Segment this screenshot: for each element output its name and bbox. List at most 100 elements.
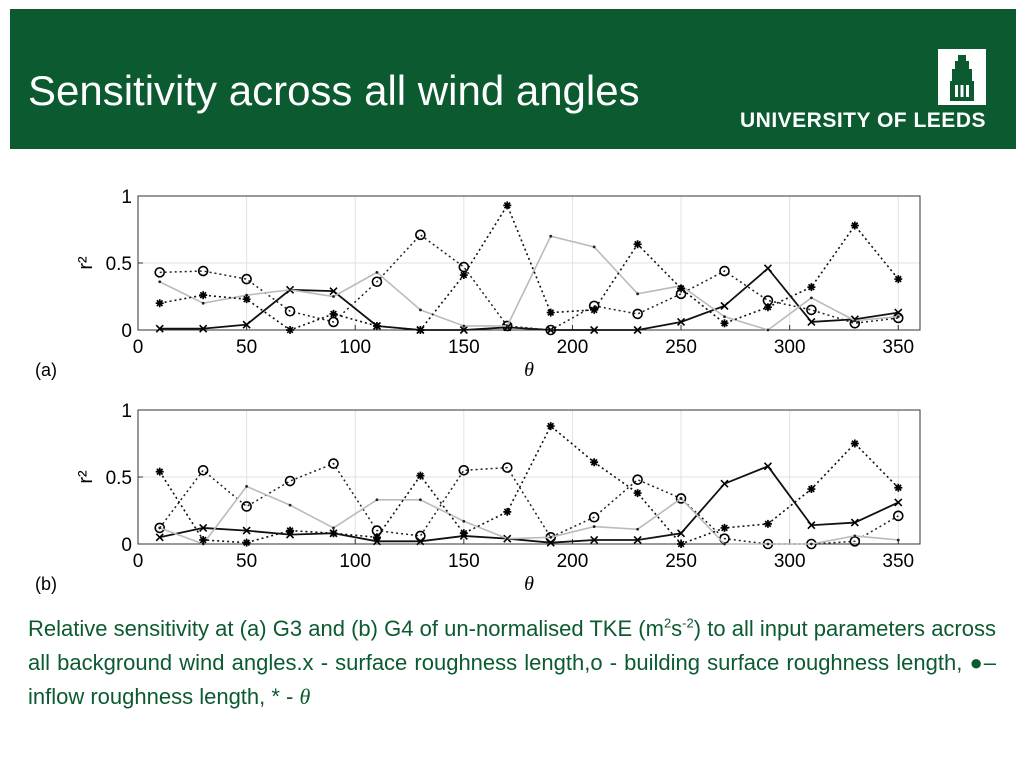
data-point-star (459, 529, 468, 538)
data-point-o (849, 318, 861, 329)
data-point-dot (896, 538, 900, 542)
data-point-star (894, 275, 903, 284)
figure-caption: Relative sensitivity at (a) G3 and (b) G… (28, 612, 996, 714)
caption-text-2: s (671, 616, 683, 641)
data-point-dot (896, 315, 900, 318)
data-point-dot (375, 498, 379, 502)
data-point-o (892, 312, 904, 324)
university-logo-icon (938, 49, 986, 105)
data-point-star (155, 299, 164, 308)
caption-text-3: ) to all input parameters across all bac… (28, 616, 996, 709)
data-point-o (588, 511, 600, 523)
data-point-star (155, 467, 164, 476)
data-point-dot (288, 288, 292, 292)
data-point-star (329, 529, 338, 538)
data-point-dot (853, 319, 857, 323)
data-point-x (633, 325, 642, 335)
data-point-star (677, 284, 686, 293)
data-point-dot (766, 542, 770, 546)
x-tick-label: 0 (133, 337, 144, 358)
data-point-x (329, 287, 338, 296)
caption-sup-1: 2 (663, 615, 672, 631)
data-point-x (590, 325, 599, 335)
data-point-dot (549, 234, 553, 238)
data-point-x (155, 533, 164, 542)
series-line-star (159, 424, 899, 545)
data-point-x (416, 537, 425, 546)
data-point-star (894, 483, 903, 492)
page-title: Sensitivity across all wind angles (28, 67, 640, 114)
data-point-x (199, 324, 208, 333)
data-point-x (590, 535, 599, 545)
data-point-star (242, 295, 251, 304)
data-point-star (286, 326, 295, 334)
caption-text-1: Relative sensitivity at (a) G3 and (b) G… (28, 616, 664, 641)
data-point-star (372, 321, 381, 330)
data-point-x (807, 521, 816, 530)
data-point-star (763, 303, 772, 312)
y-tick-label: 0 (121, 321, 132, 342)
data-point-x (807, 317, 816, 327)
data-point-x (242, 526, 251, 535)
panel-label-b: (b) (35, 574, 57, 594)
series-line-dot (159, 235, 899, 331)
data-point-o (632, 308, 643, 320)
data-point-dot (636, 527, 640, 531)
data-point-star (329, 309, 338, 318)
data-point-o (458, 465, 470, 476)
caption-star: * (271, 684, 280, 709)
data-point-x (676, 529, 686, 538)
data-point-dot (332, 526, 335, 530)
data-point-star (850, 439, 859, 448)
data-point-star (372, 533, 381, 542)
x-tick-label: 250 (665, 551, 697, 572)
data-point-o (892, 510, 904, 522)
data-point-o (154, 522, 166, 534)
data-point-star (807, 485, 816, 494)
data-point-dot (809, 296, 813, 300)
data-point-o (241, 501, 252, 512)
data-point-x (155, 324, 164, 333)
x-axis-label: θ (524, 359, 534, 381)
data-point-o (415, 229, 426, 241)
data-point-star (633, 489, 642, 498)
data-point-dot (418, 308, 422, 312)
data-point-star (807, 283, 816, 292)
data-point-star (503, 201, 512, 210)
series-line-star (159, 203, 899, 331)
data-point-dot (592, 525, 596, 528)
data-point-o (284, 305, 296, 317)
data-point-dot (809, 542, 813, 546)
x-tick-label: 300 (774, 337, 806, 358)
data-point-dot (853, 534, 857, 538)
data-point-star (546, 422, 555, 431)
data-point-o (328, 458, 339, 469)
data-point-star (763, 519, 772, 528)
data-point-x (546, 538, 555, 547)
y-tick-label: 0 (121, 535, 132, 556)
data-point-o (501, 462, 513, 473)
x-axis-label: θ (524, 573, 534, 595)
header-banner: Sensitivity across all wind angles UNIVE… (10, 9, 1016, 149)
data-point-dot (636, 292, 640, 296)
data-point-o (197, 265, 209, 277)
x-tick-label: 150 (448, 337, 480, 358)
x-tick-label: 300 (774, 551, 806, 572)
x-tick-label: 200 (557, 551, 589, 572)
data-point-star (677, 540, 686, 548)
data-point-x (633, 535, 642, 545)
series-line-dot (159, 485, 899, 545)
x-tick-label: 200 (557, 337, 589, 358)
data-point-o (284, 475, 296, 487)
data-point-dot (158, 526, 162, 530)
data-point-star (199, 291, 208, 300)
data-point-dot (723, 315, 726, 318)
data-point-x (763, 462, 773, 471)
data-point-o (545, 324, 557, 336)
data-point-star (720, 319, 729, 328)
x-tick-label: 350 (882, 551, 914, 572)
data-point-dot (549, 535, 553, 539)
x-tick-label: 50 (236, 551, 257, 572)
data-point-star (590, 458, 599, 467)
y-tick-label: 1 (121, 187, 132, 208)
